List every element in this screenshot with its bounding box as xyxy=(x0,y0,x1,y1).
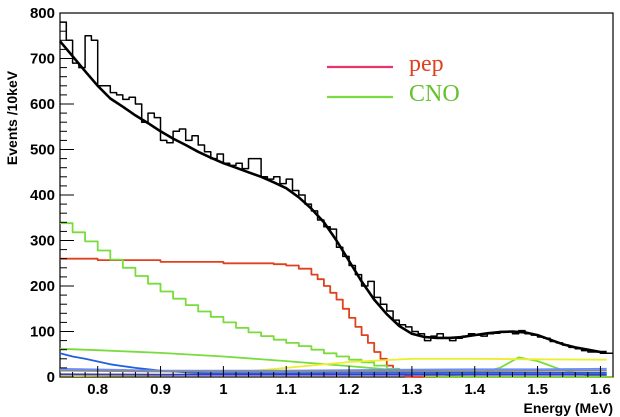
y-tick-label: 500 xyxy=(30,142,55,159)
y-tick-label: 400 xyxy=(30,187,55,204)
y-tick-label: 300 xyxy=(30,233,55,250)
x-tick-label: 1.6 xyxy=(590,381,611,398)
x-tick-label: 1.2 xyxy=(339,381,360,398)
y-axis-title: Events /10keV xyxy=(4,70,20,165)
x-tick-label: 1.3 xyxy=(401,381,422,398)
legend-label-cno: CNO xyxy=(409,81,460,107)
axis-layer: 0.8 0.9 1 1.1 1.2 1.3 1.4 1.5 1.6 0 100 200 300 400 50… xyxy=(30,5,614,398)
x-tick-label: 0.8 xyxy=(87,381,108,398)
plot-frame xyxy=(59,12,614,378)
x-axis-title: Energy (MeV) xyxy=(524,400,613,416)
series-1-line xyxy=(59,40,607,354)
x-tick-label: 1.4 xyxy=(464,381,486,398)
series-layer xyxy=(59,21,613,378)
x-tick-label: 0.9 xyxy=(150,381,171,398)
x-tick-label: 1 xyxy=(219,381,227,398)
legend: pep CNO xyxy=(327,51,460,107)
y-tick-label: 800 xyxy=(30,5,55,22)
series-8-line xyxy=(59,369,607,373)
series-3-line xyxy=(60,222,613,378)
y-tick-label: 600 xyxy=(30,96,55,113)
series-0-line xyxy=(60,21,613,355)
y-tick-label: 200 xyxy=(30,278,55,295)
y-tick-label: 700 xyxy=(30,51,55,68)
legend-label-pep: pep xyxy=(409,51,444,77)
y-tick-label: 100 xyxy=(30,324,55,341)
x-tick-label: 1.1 xyxy=(276,381,297,398)
x-tick-label: 1.5 xyxy=(527,381,548,398)
y-tick-label: 0 xyxy=(47,369,55,386)
